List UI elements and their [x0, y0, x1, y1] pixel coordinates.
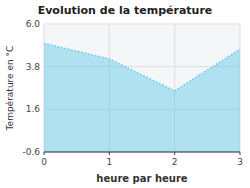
plot-background [44, 24, 240, 152]
grid [44, 24, 240, 152]
series [44, 43, 240, 152]
y-grid-line [44, 152, 240, 153]
x-tick-label: 3 [237, 157, 243, 167]
x-tick-label: 1 [106, 157, 112, 167]
y-tick-label: 6.0 [26, 19, 41, 29]
x-axis-line [44, 152, 240, 153]
x-tick-label: 2 [172, 157, 178, 167]
y-tick-label: -0.6 [22, 147, 40, 157]
title: Evolution de la température [38, 4, 213, 17]
line [44, 43, 240, 91]
x-axis-label: heure par heure [96, 173, 187, 184]
x-tick-label: 0 [41, 157, 47, 167]
chart: -0.6 1.6 3.8 6.0 0 1 2 3 Evolution de la tempéra… [0, 0, 250, 188]
y-tick-label: 1.6 [26, 104, 41, 114]
y-tick-label: 3.8 [26, 62, 41, 72]
y-axis-label: Température en °C [5, 46, 15, 132]
y-grid-line [44, 24, 240, 25]
area [44, 43, 240, 152]
